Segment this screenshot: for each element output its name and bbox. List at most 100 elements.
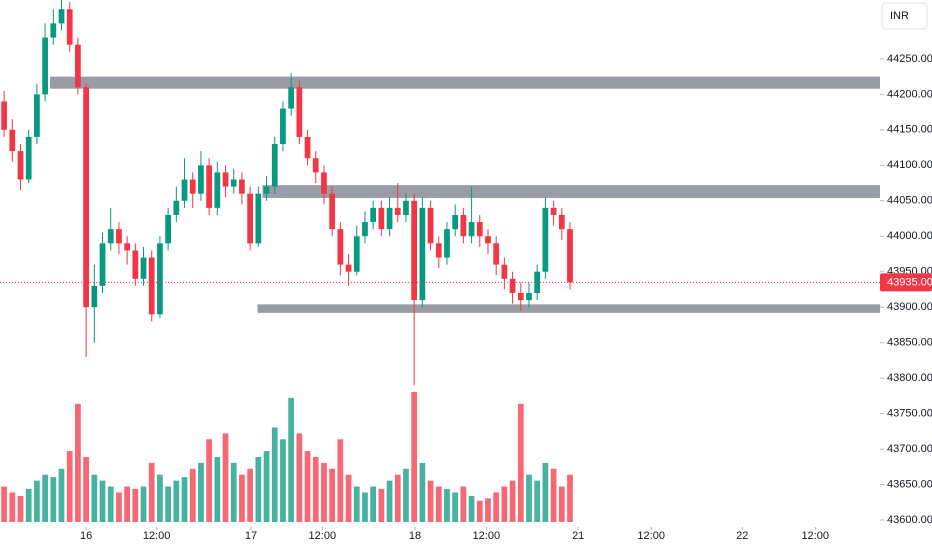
candle-body (427, 207, 434, 244)
candle-body (378, 207, 385, 230)
candle-body (280, 108, 286, 145)
volume-bar (386, 480, 393, 522)
x-tick-label: 18 (409, 530, 421, 542)
volume-bar (542, 462, 549, 522)
candle-body (550, 207, 557, 215)
candle-body (558, 214, 565, 230)
candle-body (214, 172, 221, 208)
candle-body (476, 222, 483, 237)
x-tick-label: 16 (80, 530, 92, 542)
y-tick-label: 44000.00 (887, 230, 932, 242)
candle-body (222, 172, 229, 187)
volume-bar (107, 486, 114, 522)
candle-body (501, 264, 508, 279)
x-tick-label: 12:00 (637, 530, 665, 542)
candle-body (124, 243, 130, 251)
last-price-label: 43935.00 (887, 276, 932, 288)
volume-bar (370, 486, 377, 522)
candle-body (362, 222, 368, 237)
volume-bar (83, 457, 89, 522)
candle-body (263, 186, 270, 194)
volume-bar (173, 480, 180, 522)
x-tick-label: 12:00 (309, 530, 337, 542)
volume-bar (198, 462, 204, 522)
volume-bar (25, 488, 32, 522)
volume-bar (140, 486, 147, 522)
candle-body (17, 151, 24, 180)
volume-bar (34, 480, 40, 522)
volume-bar (148, 462, 155, 522)
volume-bar (157, 474, 163, 522)
y-tick-label: 44250.00 (887, 53, 932, 65)
volume-bar (337, 439, 344, 522)
candle-body (42, 37, 48, 95)
candle-body (189, 179, 196, 194)
volume-bar (534, 480, 541, 522)
volume-bar (132, 488, 139, 522)
volume-bar (255, 457, 262, 522)
volume-bar (206, 439, 213, 522)
volume-bar (75, 403, 81, 522)
candle-body (304, 136, 311, 159)
volume-bar (394, 474, 401, 522)
volume-bar (526, 474, 532, 522)
candle-body (99, 243, 106, 286)
volume-bar (99, 480, 106, 522)
candle-body (329, 193, 336, 230)
y-tick-label: 43850.00 (887, 337, 932, 349)
volume-bar (468, 496, 475, 522)
y-tick-label: 44050.00 (887, 195, 932, 207)
candle-body (116, 229, 122, 244)
x-tick-label: 21 (572, 530, 584, 542)
x-tick-label: 12:00 (143, 530, 171, 542)
volume-bar (165, 486, 171, 522)
volume-bar (419, 462, 426, 522)
currency-button[interactable] (881, 2, 928, 30)
y-tick-label: 44100.00 (887, 159, 932, 171)
candle-body (34, 94, 40, 137)
volume-bar (296, 433, 303, 522)
candle-body (198, 165, 204, 194)
volume-bar (124, 486, 130, 522)
volume-bar (288, 397, 295, 522)
volume-bar (403, 468, 409, 522)
volume-bar (50, 477, 57, 522)
candle-body (165, 214, 171, 244)
volume-bar (509, 480, 516, 522)
volume-bar (411, 392, 418, 522)
zone (262, 185, 880, 198)
y-tick-label: 43800.00 (887, 372, 932, 384)
x-tick-label: 17 (245, 530, 257, 542)
candle-body (9, 129, 16, 152)
volume-bar (247, 468, 254, 522)
candle-body (230, 179, 237, 187)
volume-bar (312, 457, 319, 522)
candle-body (403, 200, 409, 215)
candle-body (435, 243, 442, 258)
candle-body (271, 144, 278, 187)
x-tick-label: 22 (736, 530, 748, 542)
candle-body (132, 250, 139, 279)
candle-body (247, 193, 254, 244)
volume-bar (66, 451, 73, 522)
volume-bar (230, 462, 237, 522)
candle-body (25, 136, 32, 180)
y-tick-label: 43750.00 (887, 408, 932, 420)
volume-bar (435, 486, 442, 522)
volume-bar (239, 474, 245, 522)
candle-body (173, 200, 180, 215)
volume-bar (485, 498, 491, 522)
volume-bar (550, 468, 557, 522)
candle-body (493, 243, 500, 265)
currency-label[interactable]: INR (890, 10, 909, 22)
candle-body (321, 172, 327, 194)
candle-body (107, 229, 114, 244)
volume-bar (116, 492, 122, 522)
volume-bar (9, 492, 16, 522)
volume-bar (345, 474, 352, 522)
volume-bar (362, 492, 368, 522)
candle-body (312, 158, 319, 173)
candle-body (288, 87, 295, 109)
candle-body (148, 257, 155, 315)
